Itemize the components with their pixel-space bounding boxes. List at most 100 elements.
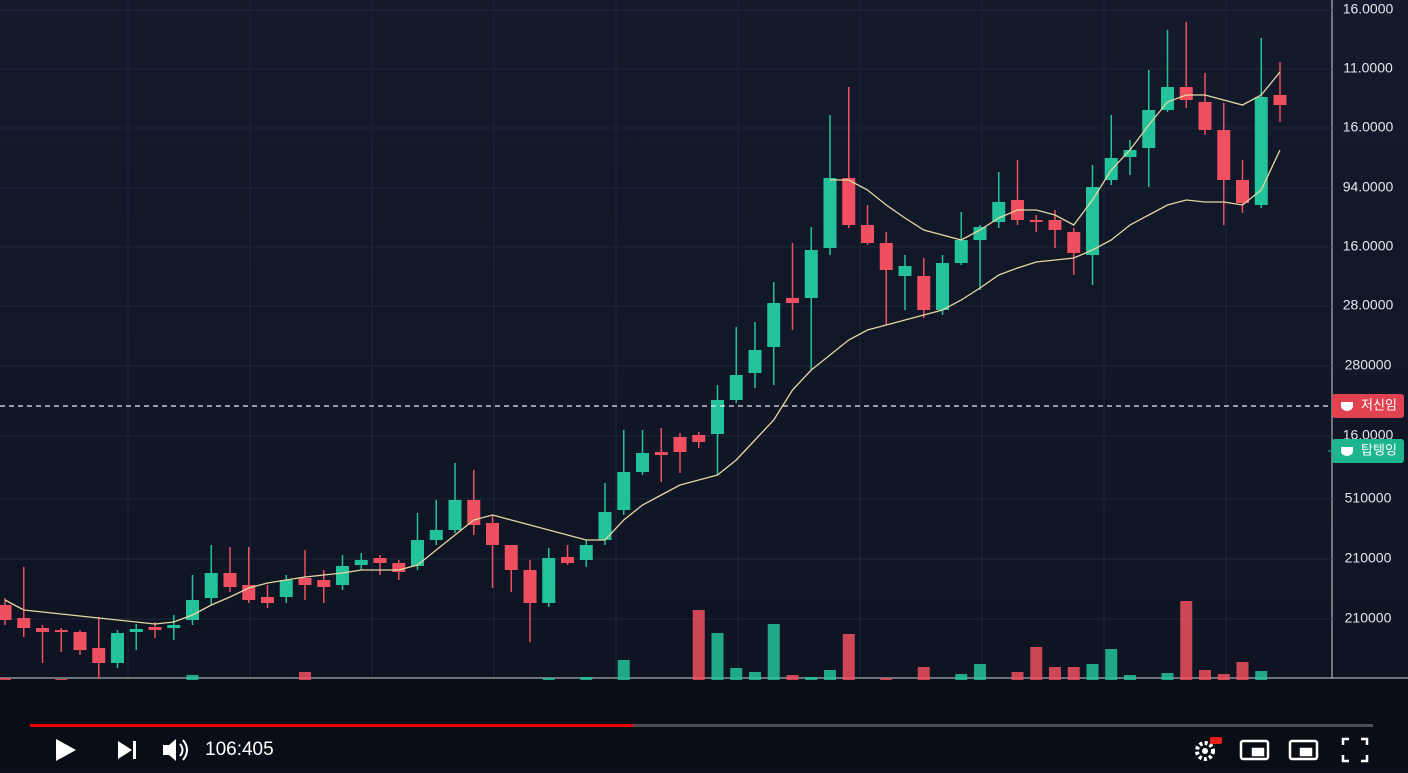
candle-body [467, 500, 481, 525]
candle-body [504, 545, 518, 570]
candle-body [111, 633, 124, 663]
y-tick-label: 16.0000 [1343, 119, 1394, 135]
candle-body [261, 597, 274, 603]
price-badge-label: 저신임 [1361, 399, 1397, 414]
volume-bar [1217, 674, 1230, 680]
vertical-grid [127, 0, 1227, 678]
miniplayer-button[interactable] [1239, 739, 1270, 761]
volume-bar [1105, 649, 1118, 680]
candle-body [429, 530, 443, 540]
candle-body [1273, 95, 1287, 105]
y-tick-label: 94.0000 [1343, 179, 1394, 195]
candle-body [36, 628, 49, 632]
candle-body [748, 350, 762, 373]
candle-body [579, 545, 593, 560]
badge-icon [1341, 402, 1353, 411]
play-button[interactable] [56, 739, 76, 761]
candle-body [1086, 187, 1099, 255]
volume-bar [692, 610, 705, 680]
candle-body [617, 472, 631, 510]
y-tick-label: 16.0000 [1343, 1, 1394, 17]
candle-body [1236, 180, 1249, 203]
fullscreen-button[interactable] [1341, 737, 1369, 763]
candle-body [636, 453, 649, 472]
candle-body [711, 400, 724, 434]
volume-bar [1236, 662, 1249, 680]
candle-body [411, 540, 424, 566]
volume-bar [1030, 647, 1043, 680]
volume-bar [974, 664, 986, 680]
candle-body [373, 558, 387, 563]
volume-bar [824, 670, 836, 680]
candle-body [73, 632, 87, 650]
theater-button[interactable] [1288, 739, 1319, 761]
candle-body [879, 243, 893, 270]
candle-body [561, 557, 574, 563]
candle-body [317, 580, 331, 587]
candle-body [129, 629, 143, 632]
candle-body [448, 500, 462, 530]
candle-body [1217, 130, 1231, 180]
candle-body [767, 303, 781, 347]
settings-button[interactable] [1195, 737, 1222, 761]
volume-bar [711, 633, 724, 680]
candle-body [279, 580, 293, 597]
candle-body [186, 600, 199, 620]
candle-body [54, 630, 68, 632]
y-tick-label: 16.0000 [1343, 238, 1394, 254]
badge-icon [1341, 447, 1353, 456]
moving-average [4, 149, 1281, 625]
volume-bar [786, 675, 799, 680]
volume-bar [1067, 667, 1080, 680]
price-badge-label: 탑텡잉 [1361, 444, 1397, 459]
candle-body [1179, 87, 1193, 100]
candle-body [823, 178, 837, 248]
volume-bar [880, 678, 893, 680]
next-button[interactable] [118, 741, 136, 759]
y-tick-label: 280000 [1345, 357, 1392, 373]
volume-bar [617, 660, 630, 680]
candle-body [92, 648, 106, 663]
candle-body [486, 523, 499, 545]
volume-bar [299, 672, 311, 680]
candle-body [167, 625, 181, 628]
candle-body [523, 570, 537, 603]
controls-background [0, 678, 1408, 768]
price-badge [1332, 394, 1404, 418]
candle-body [17, 618, 31, 628]
y-tick-label: 210000 [1345, 550, 1392, 566]
plot: 16.0000 11.0000 16.0000 94.0000 16.0000 28.00… [0, 1, 1404, 680]
candle-body [598, 512, 612, 540]
candle-body [917, 276, 931, 310]
volume-bar [730, 668, 743, 680]
candle-body [692, 435, 706, 442]
y-tick-label: 16.0000 [1343, 427, 1394, 443]
candle-body [936, 263, 949, 310]
volume-bar [55, 679, 68, 680]
volume-bar [917, 667, 930, 680]
volume-bar [580, 677, 593, 680]
candle-body [1161, 87, 1174, 110]
volume-bar [1011, 672, 1024, 680]
volume-bar [767, 624, 780, 680]
volume-bar [842, 634, 855, 680]
candle-body [148, 627, 162, 630]
candle-body [336, 566, 349, 585]
moving-average [830, 71, 1281, 241]
candle-body [354, 560, 368, 565]
candle-body [954, 240, 968, 263]
price-badge [1332, 439, 1404, 463]
volume-bar [1199, 670, 1211, 680]
candle-body [973, 227, 987, 240]
y-tick-label: 510000 [1345, 490, 1392, 506]
candle-body [298, 578, 312, 585]
candle-body [223, 573, 237, 587]
candle-body [673, 437, 687, 452]
candle-body [1029, 220, 1043, 222]
candle-body [1142, 110, 1156, 148]
volume-button[interactable] [163, 739, 188, 761]
progress-track[interactable] [30, 724, 1373, 727]
volume-bar [542, 678, 555, 680]
